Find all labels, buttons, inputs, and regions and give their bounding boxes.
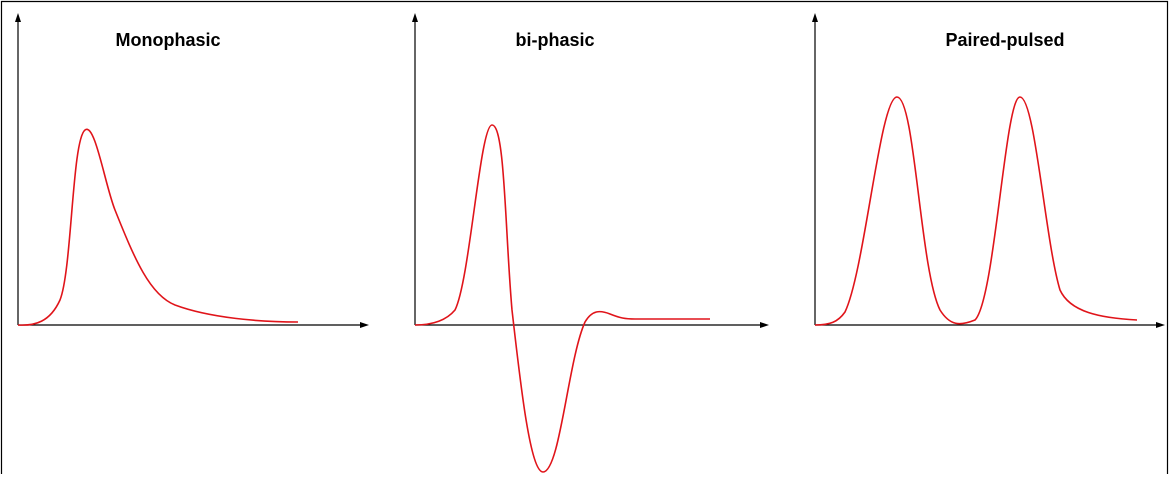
arrowhead <box>412 13 418 22</box>
arrowhead <box>15 13 21 22</box>
arrowhead <box>760 322 769 328</box>
panel-title: Monophasic <box>115 30 220 50</box>
panel-title: bi-phasic <box>515 30 594 50</box>
panel-monophasic: Monophasic <box>15 13 369 328</box>
panel-title: Paired-pulsed <box>945 30 1064 50</box>
arrowhead <box>812 13 818 22</box>
waveform <box>814 96 1138 326</box>
panel-biphasic: bi-phasic <box>412 13 769 473</box>
waveform <box>17 128 299 326</box>
panel-paired-pulsed: Paired-pulsed <box>812 13 1165 328</box>
waveform <box>414 124 710 473</box>
arrowhead <box>360 322 369 328</box>
arrowhead <box>1156 322 1165 328</box>
